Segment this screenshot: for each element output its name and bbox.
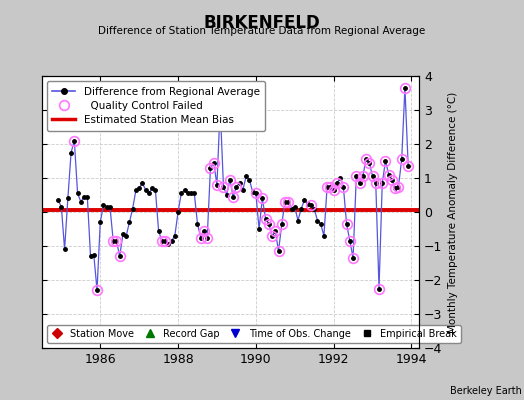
Y-axis label: Monthly Temperature Anomaly Difference (°C): Monthly Temperature Anomaly Difference (… xyxy=(448,91,458,333)
Text: Difference of Station Temperature Data from Regional Average: Difference of Station Temperature Data f… xyxy=(99,26,425,36)
Text: Berkeley Earth: Berkeley Earth xyxy=(450,386,521,396)
Text: BIRKENFELD: BIRKENFELD xyxy=(204,14,320,32)
Legend: Station Move, Record Gap, Time of Obs. Change, Empirical Break: Station Move, Record Gap, Time of Obs. C… xyxy=(47,325,461,343)
